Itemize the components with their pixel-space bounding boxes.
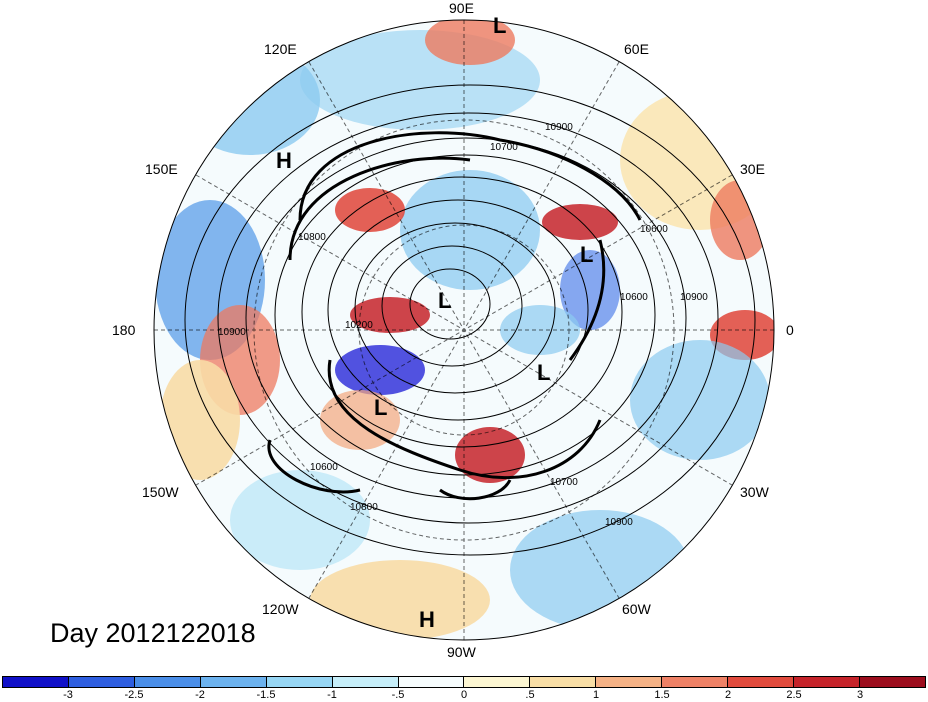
day-caption: Day 2012122018 [50,618,256,648]
colorbar-segment [662,677,729,687]
colorbar-segment [200,677,267,687]
lon-label-150e: 150E [145,161,178,177]
low-center-marker: L [374,395,387,420]
colorbar-segment [3,677,69,687]
colorbar-segment [464,677,531,687]
contour-label: 10600 [640,224,668,235]
lon-label-60e: 60E [624,41,649,57]
height-contours [184,84,756,556]
colorbar-tick-label: -3 [63,689,73,701]
colorbar-segment [859,677,925,687]
low-center-marker: L [580,242,593,267]
anomaly-patch [335,188,405,232]
anomaly-patch [425,20,515,65]
contour-label: 10800 [350,502,378,513]
colorbar-tick-label: 1.5 [654,689,670,701]
contour-label: 10900 [218,327,246,338]
contour-label: 10900 [680,292,708,303]
contour-label: 10700 [490,142,518,153]
colorbar-tick-label: -1 [327,689,337,701]
anomaly-patch [510,510,690,630]
contour-label: 10800 [298,232,326,243]
colorbar-labels: -3 -2.5 -2 -1.5 -1 -.5 0 .5 1 1.5 2 2.5 3 [2,689,926,702]
contour-label: 10900 [545,122,573,133]
map-boundary [153,19,775,641]
low-center-marker: L [493,13,506,38]
colorbar [2,676,926,688]
colorbar-segment [728,677,795,687]
low-center-marker: L [537,360,550,385]
colorbar-tick-label: -2.5 [124,689,144,701]
contour-label: 10200 [345,320,373,331]
lon-label-90w: 90W [447,644,477,660]
colorbar-tick-label: -2 [195,689,205,701]
colorbar-tick-label: 1 [592,689,600,701]
colorbar-segment [266,677,333,687]
colorbar-segment [530,677,597,687]
colorbar-tick-label: 0 [460,689,468,701]
high-center-marker: H [276,148,292,173]
contour-label: 10900 [605,517,633,528]
anomaly-patch [630,340,770,460]
colorbar-tick-label: -1.5 [256,689,276,701]
lon-label-0: 0 [786,322,794,338]
colorbar-tick-label: .5 [525,689,535,701]
colorbar-segment [134,677,201,687]
contour-label: 10600 [310,462,338,473]
colorbar-segment [398,677,465,687]
anomaly-patch [400,170,540,290]
anomaly-patch [335,345,425,395]
colorbar-tick-label: 2 [724,689,732,701]
anomaly-patch [620,90,774,230]
colorbar-tick-label: -.5 [391,689,405,701]
lon-label-180: 180 [112,322,136,338]
colorbar-segment [596,677,663,687]
lon-label-150w: 150W [142,484,179,500]
lon-label-30e: 30E [740,161,765,177]
anomaly-patch [160,360,240,480]
lon-label-120e: 120E [264,41,297,57]
high-center-marker: H [419,607,435,632]
colorbar-segment [68,677,135,687]
polar-map: 10900 10700 10800 10600 10600 10900 1090… [112,0,794,660]
anomaly-patch [230,470,370,570]
anomaly-patch [180,45,320,155]
anomaly-patch [310,560,490,640]
low-center-marker: L [438,288,451,313]
anomaly-patch [710,180,770,260]
lon-label-60w: 60W [622,601,652,617]
colorbar-tick-label: 3 [856,689,864,701]
lon-label-120w: 120W [262,601,299,617]
anomaly-patch [542,204,618,240]
colorbar-tick-label: 2.5 [786,689,802,701]
colorbar-segment [332,677,399,687]
lon-label-30w: 30W [740,484,770,500]
graticule [154,20,774,640]
contour-label: 10600 [620,292,648,303]
lon-label-90e: 90E [449,0,474,16]
contour-label: 10700 [550,477,578,488]
colorbar-segment [794,677,860,687]
